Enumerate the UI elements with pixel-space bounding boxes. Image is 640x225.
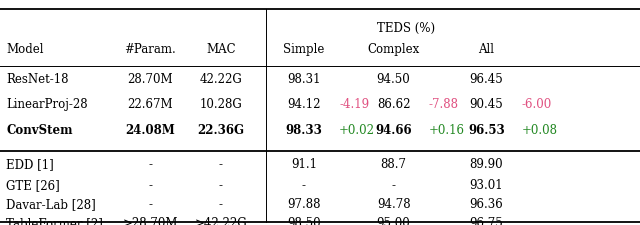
Text: #Param.: #Param.	[125, 43, 176, 56]
Text: 24.08M: 24.08M	[125, 124, 175, 137]
Text: 86.62: 86.62	[377, 98, 410, 111]
Text: ConvStem: ConvStem	[6, 124, 73, 137]
Text: Davar-Lab [28]: Davar-Lab [28]	[6, 198, 96, 211]
Text: TableFormer [2]: TableFormer [2]	[6, 217, 103, 225]
Text: -4.19: -4.19	[339, 98, 369, 111]
Text: 96.75: 96.75	[470, 217, 503, 225]
Text: Complex: Complex	[367, 43, 420, 56]
Text: 96.45: 96.45	[470, 73, 503, 86]
Text: 90.45: 90.45	[470, 98, 503, 111]
Text: 91.1: 91.1	[291, 158, 317, 171]
Text: 97.88: 97.88	[287, 198, 321, 211]
Text: -: -	[219, 198, 223, 211]
Text: 95.00: 95.00	[377, 217, 410, 225]
Text: +0.02: +0.02	[339, 124, 375, 137]
Text: +0.08: +0.08	[522, 124, 557, 137]
Text: 96.36: 96.36	[470, 198, 503, 211]
Text: >42.22G: >42.22G	[195, 217, 247, 225]
Text: -: -	[148, 198, 152, 211]
Text: 42.22G: 42.22G	[200, 73, 242, 86]
Text: GTE [26]: GTE [26]	[6, 179, 60, 192]
Text: 93.01: 93.01	[470, 179, 503, 192]
Text: 98.33: 98.33	[285, 124, 323, 137]
Text: 94.78: 94.78	[377, 198, 410, 211]
Text: TEDS (%): TEDS (%)	[378, 22, 435, 35]
Text: >28.70M: >28.70M	[123, 217, 178, 225]
Text: 28.70M: 28.70M	[127, 73, 173, 86]
Text: ResNet-18: ResNet-18	[6, 73, 69, 86]
Text: -6.00: -6.00	[522, 98, 552, 111]
Text: 94.50: 94.50	[377, 73, 410, 86]
Text: -: -	[148, 179, 152, 192]
Text: All: All	[479, 43, 494, 56]
Text: -: -	[219, 158, 223, 171]
Text: 96.53: 96.53	[468, 124, 505, 137]
Text: 94.66: 94.66	[375, 124, 412, 137]
Text: LinearProj-28: LinearProj-28	[6, 98, 88, 111]
Text: -: -	[392, 179, 396, 192]
Text: 94.12: 94.12	[287, 98, 321, 111]
Text: Simple: Simple	[284, 43, 324, 56]
Text: 98.50: 98.50	[287, 217, 321, 225]
Text: 88.7: 88.7	[381, 158, 406, 171]
Text: -: -	[148, 158, 152, 171]
Text: 89.90: 89.90	[470, 158, 503, 171]
Text: 22.67M: 22.67M	[127, 98, 173, 111]
Text: 98.31: 98.31	[287, 73, 321, 86]
Text: -7.88: -7.88	[429, 98, 459, 111]
Text: 22.36G: 22.36G	[197, 124, 244, 137]
Text: MAC: MAC	[206, 43, 236, 56]
Text: +0.16: +0.16	[429, 124, 465, 137]
Text: -: -	[219, 179, 223, 192]
Text: EDD [1]: EDD [1]	[6, 158, 54, 171]
Text: -: -	[302, 179, 306, 192]
Text: Model: Model	[6, 43, 44, 56]
Text: 10.28G: 10.28G	[200, 98, 242, 111]
